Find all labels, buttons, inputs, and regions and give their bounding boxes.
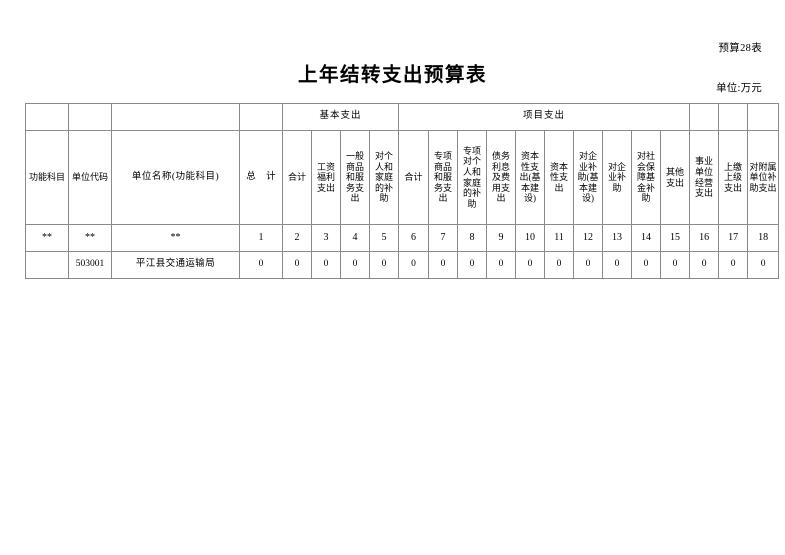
num-cell: 2 (282, 224, 312, 252)
num-cell: 14 (631, 224, 662, 252)
cell-pe-debt-interest-fees: 0 (486, 251, 517, 279)
cell-pe-social-security-fund-subsidy: 0 (631, 251, 662, 279)
col-header-be-goods-services: 一般商品和服务支出 (340, 130, 370, 225)
col-header-pe-special-subsidy-individual-family: 专项对个人和家庭的补助 (457, 130, 488, 225)
col-header-pe-debt-interest-fees: 债务利息及费用支出 (486, 130, 517, 225)
group-header-project-expenditure: 项目支出 (398, 103, 691, 131)
num-cell: 1 (239, 224, 283, 252)
cell-institution-operating: 0 (689, 251, 720, 279)
cell-pe-special-goods-services: 0 (428, 251, 459, 279)
num-cell: 13 (602, 224, 633, 252)
num-cell: 18 (747, 224, 780, 252)
num-cell: 3 (311, 224, 341, 252)
group-blank-payment-superior (718, 103, 749, 131)
table-row: 503001 平江县交通运输局 0 0 0 0 0 0 0 0 0 0 0 0 … (25, 251, 780, 279)
column-number-row: ** ** ** 1 2 3 4 5 6 7 8 9 10 11 12 13 1 (25, 224, 780, 252)
form-number: 预算28表 (718, 43, 762, 54)
leaf-header-row: 功能科目 单位代码 单位名称(功能科目) 总 计 合计 工资福利支出 一般商品和… (25, 130, 780, 225)
num-cell: 11 (544, 224, 575, 252)
col-header-pe-total: 合计 (398, 130, 430, 225)
table-body: ** ** ** 1 2 3 4 5 6 7 8 9 10 11 12 13 1 (25, 224, 780, 279)
unit-note: 单位:万元 (716, 83, 762, 94)
col-header-pe-social-security-fund-subsidy: 对社会保障基金补助 (631, 130, 662, 225)
num-cell: 4 (340, 224, 370, 252)
col-header-be-subsidy-individual-family: 对个人和家庭的补助 (368, 130, 400, 225)
group-blank-unit-code (68, 103, 112, 131)
table-head: 基本支出 项目支出 功能科目 单位代码 单位名称(功能科目) 总 计 合计 工资… (25, 103, 780, 225)
num-cell: 15 (660, 224, 691, 252)
group-header-basic-expenditure: 基本支出 (281, 103, 400, 131)
col-header-pe-enterprise-subsidy-basic-construction: 对企业补助(基本建设) (573, 130, 604, 225)
group-blank-institution-operating (689, 103, 720, 131)
cell-function-subject (25, 251, 69, 279)
cell-pe-enterprise-subsidy-basic-construction: 0 (573, 251, 604, 279)
col-header-payment-to-superior: 上缴上级支出 (718, 130, 749, 225)
col-header-pe-other: 其他支出 (660, 130, 691, 225)
col-header-pe-special-goods-services: 专项商品和服务支出 (428, 130, 459, 225)
cell-be-subsidy-individual-family: 0 (368, 251, 400, 279)
cell-payment-to-superior: 0 (718, 251, 749, 279)
col-header-pe-capital: 资本性支出 (544, 130, 575, 225)
cell-total: 0 (239, 251, 283, 279)
num-cell: 16 (689, 224, 720, 252)
budget-table-container: 基本支出 项目支出 功能科目 单位代码 单位名称(功能科目) 总 计 合计 工资… (25, 103, 780, 279)
col-header-unit-code: 单位代码 (68, 130, 112, 225)
col-header-pe-enterprise-subsidy: 对企业补助 (602, 130, 633, 225)
col-header-subsidy-to-subordinate: 对附属单位补助支出 (747, 130, 780, 225)
cell-pe-other: 0 (660, 251, 691, 279)
num-cell: ** (68, 224, 112, 252)
cell-pe-total: 0 (398, 251, 430, 279)
cell-unit-name: 平江县交通运输局 (111, 251, 240, 279)
num-cell: ** (111, 224, 240, 252)
cell-subsidy-to-subordinate: 0 (747, 251, 780, 279)
col-header-be-total: 合计 (282, 130, 312, 225)
col-header-pe-capital-basic-construction: 资本性支出(基本建设) (515, 130, 546, 225)
num-cell: 8 (457, 224, 488, 252)
num-cell: 17 (718, 224, 749, 252)
cell-be-salary-welfare: 0 (311, 251, 341, 279)
group-blank-unit-name (111, 103, 240, 131)
cell-pe-capital: 0 (544, 251, 575, 279)
cell-be-total: 0 (282, 251, 312, 279)
num-cell: 12 (573, 224, 604, 252)
budget-table: 基本支出 项目支出 功能科目 单位代码 单位名称(功能科目) 总 计 合计 工资… (25, 103, 780, 279)
group-blank-total (239, 103, 283, 131)
cell-pe-capital-basic-construction: 0 (515, 251, 546, 279)
col-header-unit-name: 单位名称(功能科目) (111, 130, 240, 225)
cell-pe-enterprise-subsidy: 0 (602, 251, 633, 279)
cell-unit-code: 503001 (68, 251, 112, 279)
col-header-be-salary-welfare: 工资福利支出 (311, 130, 341, 225)
num-cell: 7 (428, 224, 459, 252)
num-cell: 5 (368, 224, 400, 252)
page-title: 上年结转支出预算表 (297, 63, 487, 86)
col-header-total: 总 计 (239, 130, 283, 225)
num-cell: 9 (486, 224, 517, 252)
col-header-institution-operating: 事业单位经营支出 (689, 130, 720, 225)
num-cell: 6 (398, 224, 430, 252)
num-cell: 10 (515, 224, 546, 252)
group-blank-function-subject (25, 103, 69, 131)
num-cell: ** (25, 224, 69, 252)
cell-pe-special-subsidy-individual-family: 0 (457, 251, 488, 279)
col-header-function-subject: 功能科目 (25, 130, 69, 225)
group-blank-subsidy-subordinate (747, 103, 780, 131)
group-header-row: 基本支出 项目支出 (25, 103, 780, 131)
cell-be-goods-services: 0 (340, 251, 370, 279)
